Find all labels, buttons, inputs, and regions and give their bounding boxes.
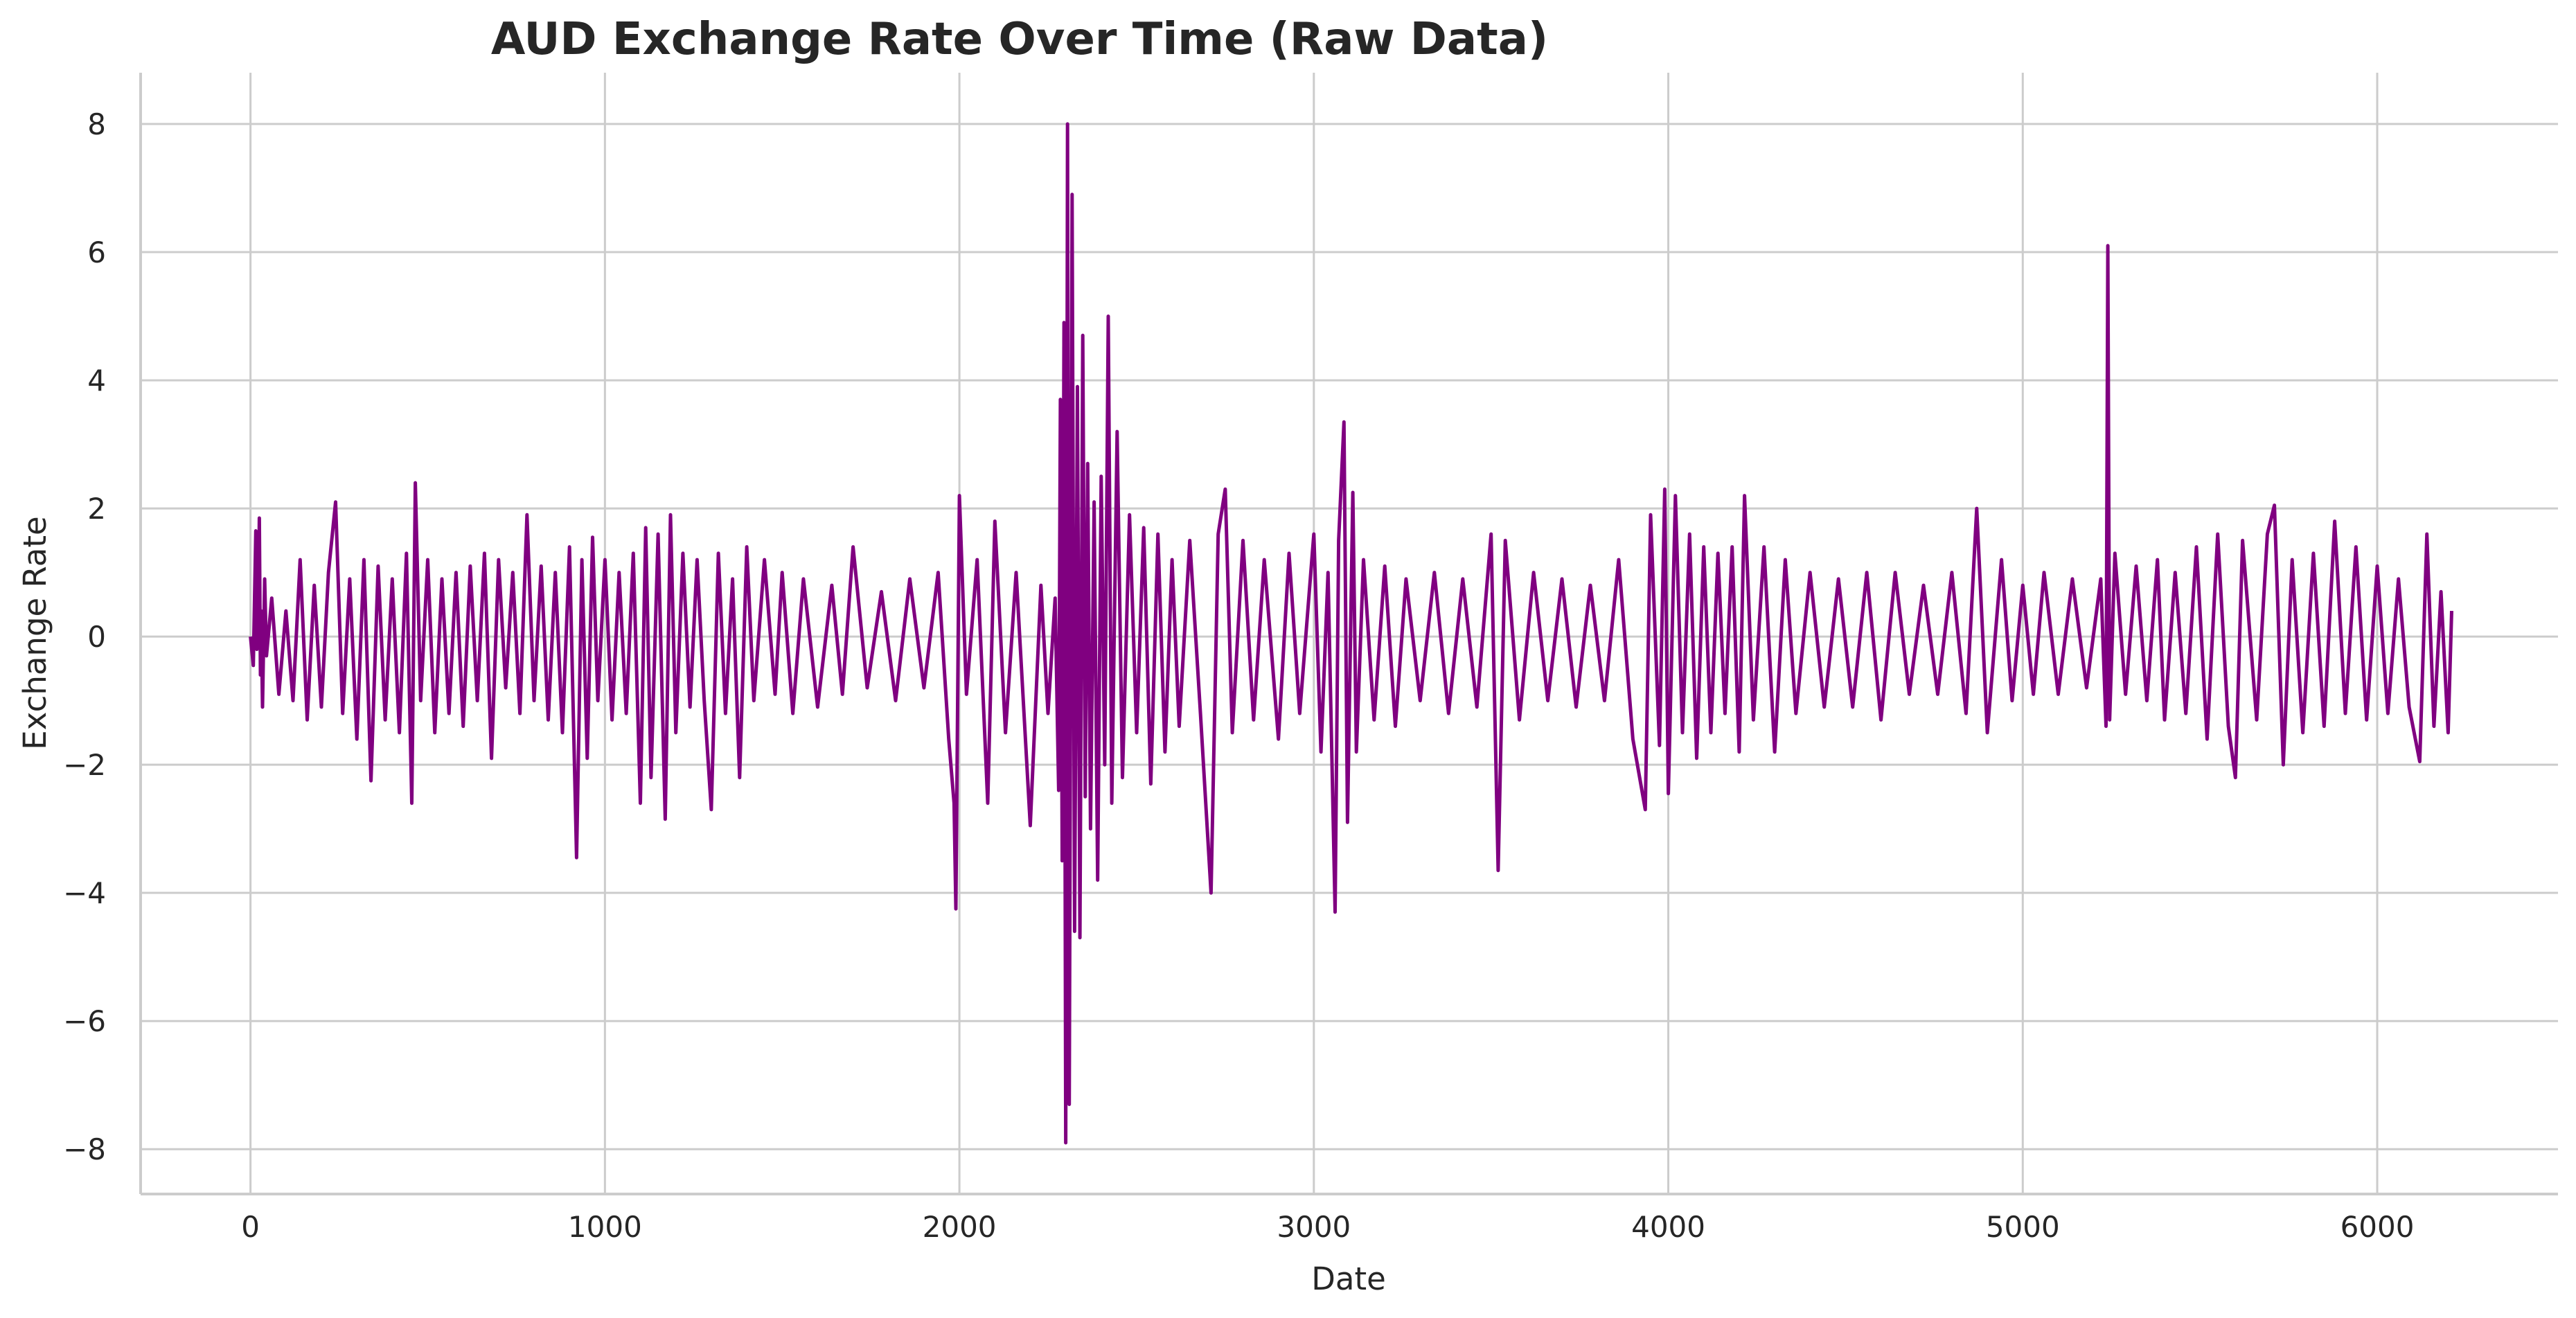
- y-tick-label: 8: [87, 107, 106, 141]
- series-layer: [249, 122, 2453, 1145]
- x-axis-label: Date: [1311, 1261, 1386, 1297]
- tick-labels: −8 −6 −4 −2 0 2 4 6 8 0 1000 2000 3000 4000 5000 6000: [63, 107, 2414, 1244]
- y-tick-label: −4: [63, 876, 106, 910]
- x-tick-label: 5000: [1986, 1210, 2060, 1244]
- x-tick-label: 6000: [2340, 1210, 2415, 1244]
- y-tick-label: 0: [87, 620, 106, 654]
- x-tick-label: 3000: [1277, 1210, 1351, 1244]
- y-tick-label: 4: [87, 364, 106, 398]
- x-tick-label: 2000: [923, 1210, 997, 1244]
- y-axis-label: Exchange Rate: [17, 516, 53, 749]
- series-line: [249, 122, 2453, 1145]
- y-tick-label: −2: [63, 748, 106, 782]
- chart-title: AUD Exchange Rate Over Time (Raw Data): [491, 14, 1548, 65]
- x-tick-label: 4000: [1631, 1210, 1705, 1244]
- x-tick-label: 0: [241, 1210, 260, 1244]
- y-tick-label: 2: [87, 492, 106, 526]
- y-tick-label: 6: [87, 235, 106, 269]
- y-tick-label: −6: [63, 1004, 106, 1038]
- y-tick-label: −8: [63, 1132, 106, 1166]
- x-tick-label: 1000: [568, 1210, 642, 1244]
